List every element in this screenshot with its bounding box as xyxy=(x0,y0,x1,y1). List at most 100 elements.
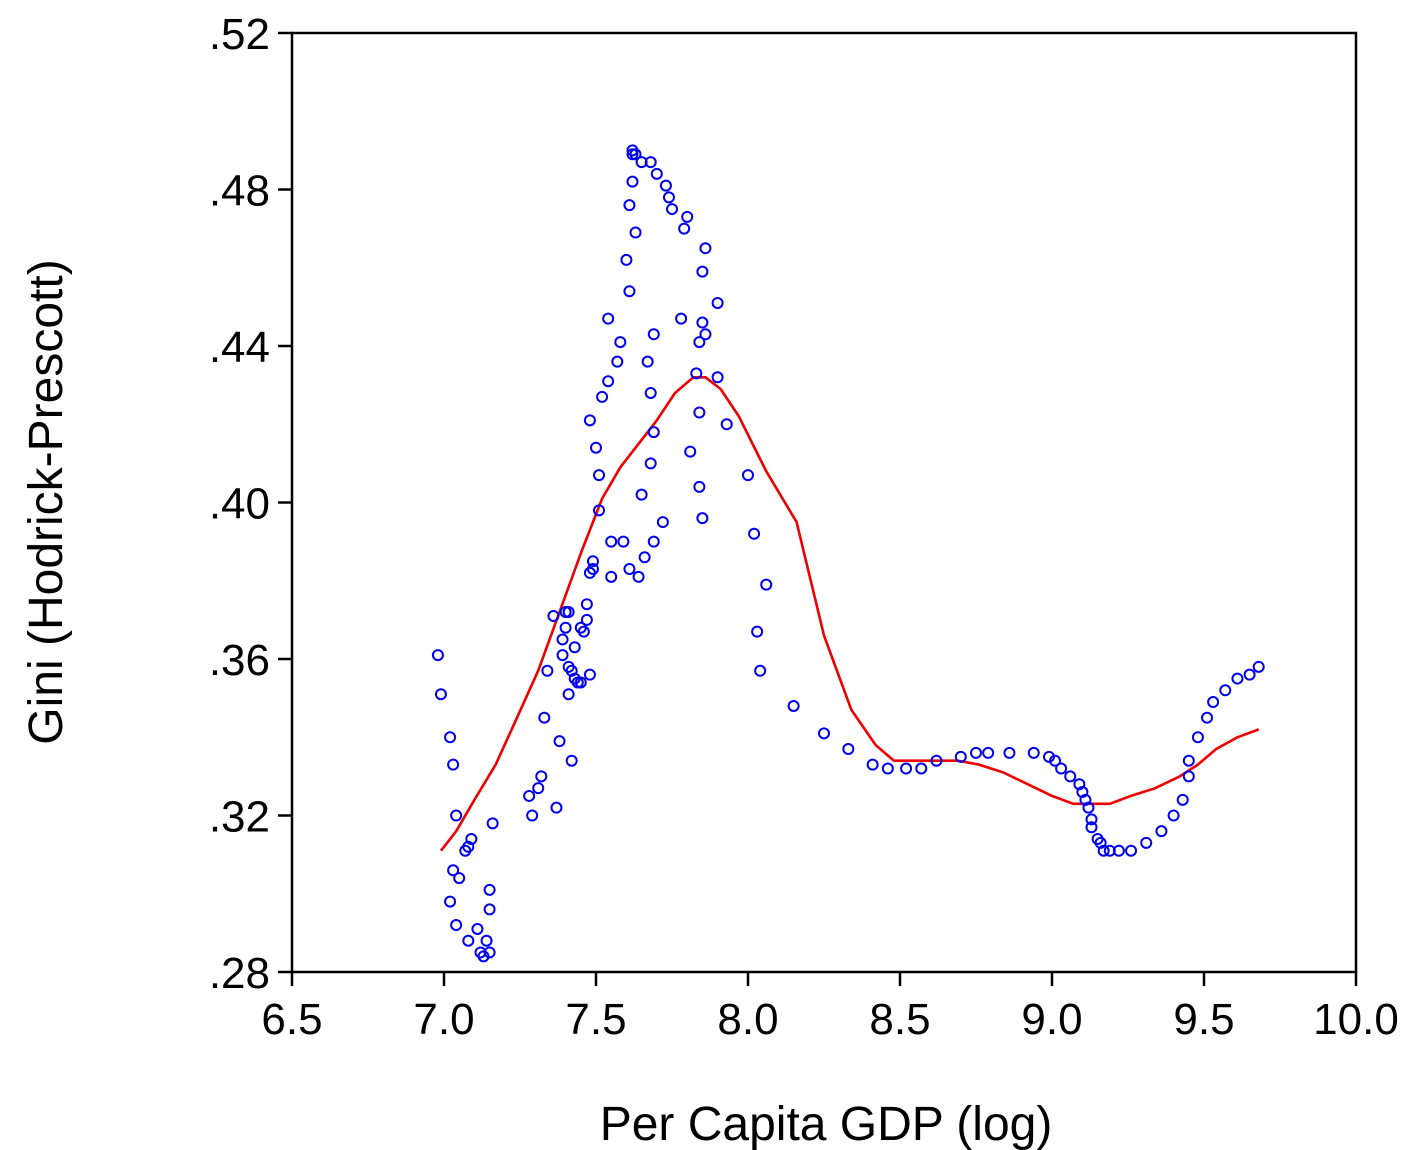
data-point xyxy=(760,578,773,591)
data-point xyxy=(1082,801,1095,814)
data-point xyxy=(486,817,499,830)
data-point xyxy=(450,809,463,822)
data-point xyxy=(462,934,475,947)
x-tick-label: 7.5 xyxy=(565,995,626,1044)
data-point xyxy=(678,222,691,235)
data-point xyxy=(538,711,551,724)
data-point xyxy=(583,414,596,427)
data-point xyxy=(593,469,606,482)
data-point xyxy=(787,699,800,712)
data-point xyxy=(1219,684,1232,697)
data-point xyxy=(535,770,548,783)
data-point xyxy=(444,895,457,908)
data-point xyxy=(556,649,569,662)
y-tick-label: .28 xyxy=(209,949,270,998)
data-point xyxy=(659,179,672,192)
data-point xyxy=(532,782,545,795)
data-point xyxy=(562,606,575,619)
data-point xyxy=(480,934,493,947)
y-tick-label: .32 xyxy=(209,793,270,842)
data-point xyxy=(605,570,618,583)
data-point xyxy=(547,609,560,622)
x-tick-label: 9.5 xyxy=(1173,995,1234,1044)
data-point xyxy=(1191,731,1204,744)
data-point xyxy=(1112,844,1125,857)
data-point xyxy=(842,742,855,755)
data-point xyxy=(1155,825,1168,838)
data-point xyxy=(562,688,575,701)
y-tick-label: .44 xyxy=(209,323,270,372)
data-point xyxy=(614,336,627,349)
data-point xyxy=(647,535,660,548)
data-point xyxy=(541,664,554,677)
data-point xyxy=(881,762,894,775)
x-tick-label: 6.5 xyxy=(261,995,322,1044)
data-point xyxy=(586,555,599,568)
x-axis: 6.5 7.0 7.5 8.0 8.5 9.0 9.5 10.0 xyxy=(261,972,1399,1044)
data-point xyxy=(444,731,457,744)
data-point xyxy=(580,613,593,626)
data-point xyxy=(818,727,830,740)
data-point xyxy=(690,367,703,380)
data-point xyxy=(1176,793,1189,806)
data-point xyxy=(1252,660,1265,673)
data-point xyxy=(568,641,581,654)
data-point xyxy=(623,563,636,576)
data-point xyxy=(583,668,596,681)
data-point xyxy=(751,625,764,638)
data-point xyxy=(720,418,733,431)
data-point xyxy=(641,355,654,368)
data-point xyxy=(590,441,602,454)
data-point xyxy=(638,551,651,564)
data-point xyxy=(693,406,706,419)
data-point xyxy=(1085,813,1098,826)
data-point xyxy=(483,946,496,959)
data-point xyxy=(699,242,712,255)
data-point xyxy=(693,336,706,349)
data-point xyxy=(644,156,657,169)
data-point xyxy=(711,296,724,309)
data-point xyxy=(477,950,490,963)
y-tick-label: .52 xyxy=(209,10,270,59)
data-point xyxy=(1027,746,1040,759)
data-point xyxy=(696,265,709,278)
data-point xyxy=(523,789,536,802)
data-point xyxy=(431,649,444,662)
data-point xyxy=(900,762,913,775)
data-point xyxy=(711,371,724,384)
data-point xyxy=(447,758,460,771)
data-point xyxy=(580,598,593,611)
y-tick-label: .36 xyxy=(209,636,270,685)
data-point xyxy=(647,328,660,341)
data-point xyxy=(526,809,539,822)
data-point xyxy=(696,316,709,329)
data-point xyxy=(611,355,624,368)
data-point xyxy=(1140,836,1153,849)
data-point xyxy=(650,167,663,180)
data-point xyxy=(629,226,642,239)
data-point xyxy=(644,386,657,399)
plot-frame xyxy=(290,31,1358,974)
fit-line xyxy=(439,376,1260,852)
data-point xyxy=(577,625,590,638)
data-point xyxy=(656,516,669,529)
data-point xyxy=(1243,668,1256,681)
x-axis-title: Per Capita GDP (log) xyxy=(600,1098,1053,1150)
data-point xyxy=(1079,793,1092,806)
data-point xyxy=(666,203,678,216)
data-point xyxy=(623,285,636,298)
y-tick-label: .40 xyxy=(209,480,270,529)
data-point xyxy=(684,445,697,458)
data-point xyxy=(556,633,569,646)
data-point xyxy=(450,919,463,932)
data-point xyxy=(574,676,587,689)
data-point xyxy=(1042,750,1055,763)
data-point xyxy=(635,488,648,501)
scatter-layer xyxy=(431,144,1265,963)
data-point xyxy=(632,570,645,583)
data-point xyxy=(696,512,709,525)
data-point xyxy=(483,903,496,916)
data-point xyxy=(565,664,578,677)
data-point xyxy=(1207,696,1220,709)
